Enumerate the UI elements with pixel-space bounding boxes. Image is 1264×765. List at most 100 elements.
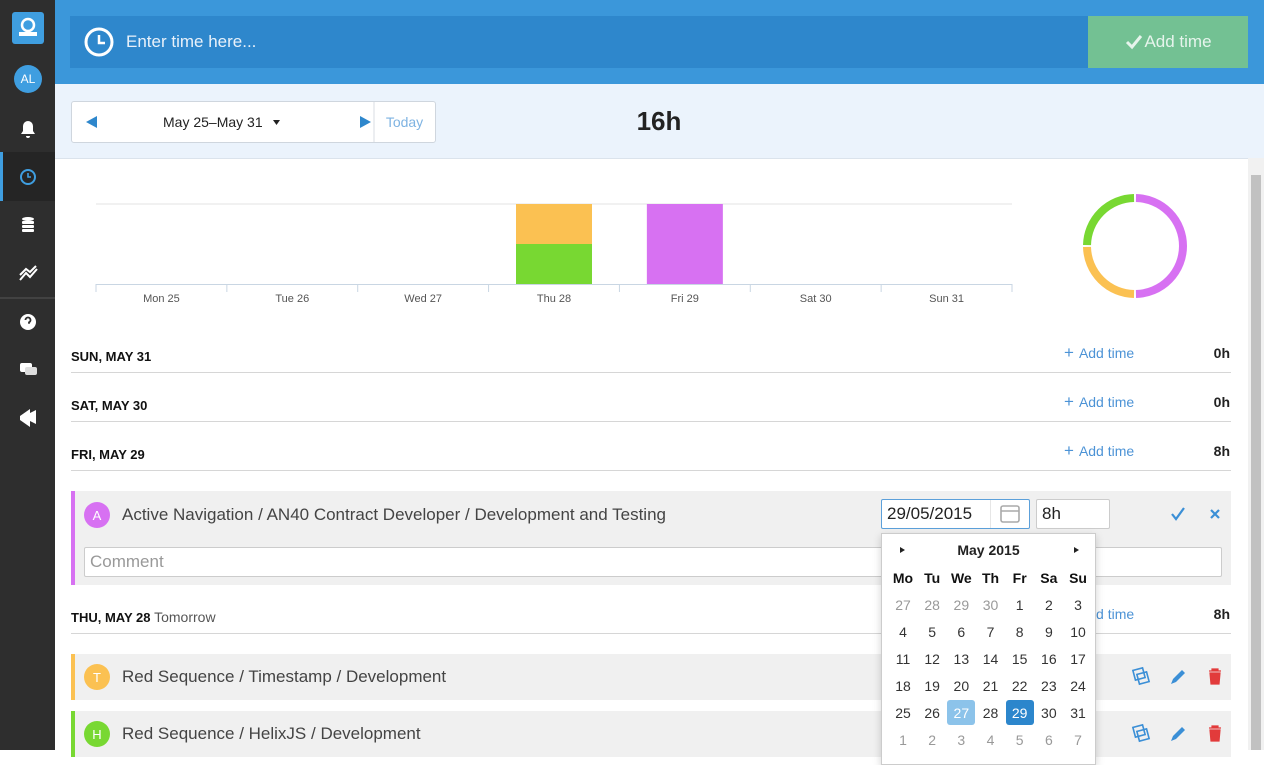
calendar-day[interactable]: 29 xyxy=(953,596,970,613)
calendar-day[interactable]: 4 xyxy=(986,731,995,748)
calendar-day[interactable]: 26 xyxy=(924,704,940,721)
add-time-link[interactable]: +Add time xyxy=(1064,392,1135,411)
calendar-day[interactable]: 5 xyxy=(928,623,937,640)
entry-text[interactable]: Active Navigation / AN40 Contract Develo… xyxy=(122,505,666,524)
entry-avatar: H xyxy=(84,721,110,747)
calendar-day[interactable]: 1 xyxy=(1015,596,1024,613)
calendar-day[interactable]: 6 xyxy=(957,623,966,640)
week-chart: Mon 25 Tue 26 Wed 27 Thu 28 Fri 29 Sat 30 Sun … xyxy=(95,194,1187,305)
calendar-day[interactable]: 11 xyxy=(895,650,911,667)
edit-button[interactable] xyxy=(1171,727,1185,741)
add-time-button[interactable]: Add time xyxy=(1088,16,1248,68)
donut-slice xyxy=(1083,246,1135,298)
calendar-day[interactable]: 30 xyxy=(982,596,999,613)
calendar-day[interactable]: 2 xyxy=(928,731,937,748)
time-icon[interactable] xyxy=(20,169,36,185)
calendar-day[interactable]: 13 xyxy=(953,650,970,667)
calendar-day[interactable]: 21 xyxy=(982,677,999,694)
delete-button[interactable] xyxy=(1209,725,1221,742)
entry-text[interactable]: Red Sequence / HelixJS / Development xyxy=(122,724,421,743)
calendar-day[interactable]: 5 xyxy=(1015,731,1024,748)
day-title-text: THU, MAY 28 xyxy=(71,609,151,625)
next-week[interactable] xyxy=(360,116,371,128)
range-label[interactable]: May 25–May 31 xyxy=(163,114,263,130)
notifications-icon[interactable] xyxy=(21,121,35,138)
time-icon-hands xyxy=(27,173,31,178)
calendar-day[interactable]: 19 xyxy=(924,677,940,694)
projects-icon[interactable] xyxy=(22,217,34,232)
calendar-day[interactable]: 4 xyxy=(899,623,907,640)
calendar-day[interactable]: 8 xyxy=(1015,623,1024,640)
help-mark xyxy=(24,316,32,324)
save-button[interactable] xyxy=(1171,507,1185,521)
calendar-day[interactable]: 1 xyxy=(899,731,907,748)
check-icon xyxy=(1126,35,1143,50)
hours-input[interactable]: 8h xyxy=(1036,499,1110,529)
delete-button[interactable] xyxy=(1209,668,1221,685)
date-input[interactable]: 29/05/2015 xyxy=(881,499,1030,529)
picker-month: May 2015 xyxy=(957,542,1020,558)
calendar-day[interactable]: 7 xyxy=(1074,731,1082,748)
time-input[interactable]: Enter time here... xyxy=(70,16,1088,68)
calendar-day[interactable]: 6 xyxy=(1044,731,1053,748)
donut-slice xyxy=(1083,194,1135,246)
add-time-link[interactable]: +Add time xyxy=(1064,441,1135,460)
active-indicator xyxy=(0,152,3,201)
announcements-icon[interactable] xyxy=(20,409,36,427)
today-button[interactable]: Today xyxy=(385,114,424,130)
calendar-day[interactable]: 27 xyxy=(895,596,911,613)
calendar-day[interactable]: 16 xyxy=(1041,650,1057,667)
day-title: THU, MAY 28 Tomorrow xyxy=(71,607,216,627)
calendar-day[interactable]: 28 xyxy=(924,596,940,613)
x-tick-label: Sun 31 xyxy=(929,293,964,305)
x-tick-label: Sat 30 xyxy=(800,293,832,305)
cancel-button[interactable] xyxy=(1210,509,1220,519)
user-avatar[interactable] xyxy=(14,65,42,93)
calendar-day[interactable]: 18 xyxy=(895,677,911,694)
duplicate-button[interactable] xyxy=(1131,723,1151,743)
reports-icon[interactable] xyxy=(19,265,38,281)
scrollbar-thumb[interactable] xyxy=(1251,175,1261,750)
next-month[interactable] xyxy=(1074,547,1079,553)
prev-month[interactable] xyxy=(900,547,905,553)
duplicate-button[interactable] xyxy=(1131,666,1151,686)
editor-actions xyxy=(1171,507,1220,521)
calendar-day[interactable]: 17 xyxy=(1070,650,1086,667)
feedback-icon xyxy=(25,367,37,375)
x-tick-label: Tue 26 xyxy=(275,293,309,305)
calendar-day[interactable]: 3 xyxy=(1074,596,1082,613)
entry-text[interactable]: Red Sequence / Timestamp / Development xyxy=(122,667,447,686)
logo[interactable] xyxy=(12,12,44,44)
calendar-day[interactable]: 30 xyxy=(1041,704,1057,721)
calendar-icon[interactable] xyxy=(990,500,1030,528)
calendar-day[interactable]: 14 xyxy=(982,650,999,667)
calendar-day[interactable]: 3 xyxy=(957,731,966,748)
weekday-label: Fr xyxy=(1012,569,1027,586)
clock-icon xyxy=(84,27,114,57)
weekday-label: Th xyxy=(981,569,1000,586)
weekday-label: Mo xyxy=(892,569,914,586)
weekday-label: Sa xyxy=(1040,569,1058,586)
calendar-day[interactable]: 2 xyxy=(1044,596,1053,613)
calendar-day[interactable]: 28 xyxy=(982,704,999,721)
calendar-day[interactable]: 23 xyxy=(1041,677,1057,694)
calendar-day[interactable]: 25 xyxy=(895,704,911,721)
weekday-label: Su xyxy=(1069,569,1087,586)
calendar-day[interactable]: 9 xyxy=(1044,623,1053,640)
calendar-day[interactable]: 7 xyxy=(986,623,995,640)
calendar-day[interactable]: 15 xyxy=(1011,650,1028,667)
range-caret[interactable] xyxy=(273,120,280,125)
help-icon[interactable] xyxy=(20,314,36,330)
calendar-day[interactable]: 29 xyxy=(1005,700,1034,725)
edit-button[interactable] xyxy=(1171,670,1185,684)
calendar-day[interactable]: 31 xyxy=(1070,704,1086,721)
calendar-day[interactable]: 10 xyxy=(1070,623,1086,640)
calendar-day[interactable]: 27 xyxy=(947,700,976,725)
calendar-day[interactable]: 12 xyxy=(924,650,940,667)
calendar-day[interactable]: 24 xyxy=(1070,677,1086,694)
bar-segment xyxy=(646,204,723,284)
calendar-day[interactable]: 20 xyxy=(953,677,970,694)
add-time-link[interactable]: +Add time xyxy=(1064,343,1135,362)
calendar-day[interactable]: 22 xyxy=(1011,677,1028,694)
prev-week[interactable] xyxy=(86,116,97,128)
